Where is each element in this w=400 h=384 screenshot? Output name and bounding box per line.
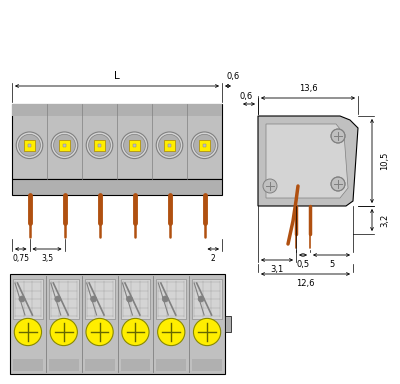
Text: 0,6: 0,6 <box>226 72 240 81</box>
Bar <box>10 274 225 374</box>
Circle shape <box>158 318 185 346</box>
Bar <box>192 359 222 371</box>
Circle shape <box>331 129 345 143</box>
Circle shape <box>19 296 25 302</box>
Text: 12,6: 12,6 <box>296 279 315 288</box>
Bar <box>85 279 114 319</box>
Bar <box>164 140 175 151</box>
Bar <box>24 140 35 151</box>
Circle shape <box>156 132 183 159</box>
Bar <box>225 316 231 332</box>
Circle shape <box>50 318 77 346</box>
Text: 0,5: 0,5 <box>296 260 310 269</box>
Circle shape <box>162 296 168 302</box>
Circle shape <box>91 296 97 302</box>
Circle shape <box>126 296 132 302</box>
Text: 3,2: 3,2 <box>380 214 389 227</box>
Bar <box>120 279 150 319</box>
Text: 10,5: 10,5 <box>380 152 389 170</box>
Bar <box>12 179 222 195</box>
Circle shape <box>124 134 146 156</box>
Bar <box>203 144 206 147</box>
Circle shape <box>16 132 43 159</box>
Circle shape <box>194 318 221 346</box>
Bar <box>192 279 222 319</box>
Bar <box>49 359 79 371</box>
Polygon shape <box>258 116 358 206</box>
Text: 13,6: 13,6 <box>299 84 317 93</box>
Text: 3,5: 3,5 <box>41 254 53 263</box>
Bar <box>59 140 70 151</box>
Circle shape <box>86 318 113 346</box>
Circle shape <box>18 134 40 156</box>
Circle shape <box>51 132 78 159</box>
Bar <box>199 140 210 151</box>
Bar <box>12 104 222 179</box>
Circle shape <box>122 318 149 346</box>
Bar <box>98 144 101 147</box>
Polygon shape <box>266 124 348 198</box>
Bar <box>13 279 43 319</box>
Text: 0,6: 0,6 <box>239 92 253 101</box>
Circle shape <box>191 132 218 159</box>
Bar <box>168 144 171 147</box>
Text: L: L <box>114 71 120 81</box>
Circle shape <box>14 318 42 346</box>
Circle shape <box>263 179 277 193</box>
Bar <box>12 104 222 116</box>
Bar <box>63 144 66 147</box>
Circle shape <box>331 177 345 191</box>
Bar <box>133 144 136 147</box>
Circle shape <box>158 134 180 156</box>
Bar <box>28 144 31 147</box>
Circle shape <box>88 134 110 156</box>
Bar <box>156 279 186 319</box>
Bar <box>85 359 114 371</box>
Circle shape <box>198 296 204 302</box>
Bar <box>49 279 79 319</box>
Circle shape <box>194 134 216 156</box>
Bar <box>13 359 43 371</box>
Bar <box>129 140 140 151</box>
Bar <box>94 140 105 151</box>
Text: 3,1: 3,1 <box>270 265 284 274</box>
Circle shape <box>54 134 76 156</box>
Circle shape <box>86 132 113 159</box>
Bar <box>156 359 186 371</box>
Text: 2: 2 <box>211 254 216 263</box>
Text: 5: 5 <box>329 260 334 269</box>
Circle shape <box>55 296 61 302</box>
Bar <box>120 359 150 371</box>
Circle shape <box>121 132 148 159</box>
Text: 0,75: 0,75 <box>12 254 29 263</box>
